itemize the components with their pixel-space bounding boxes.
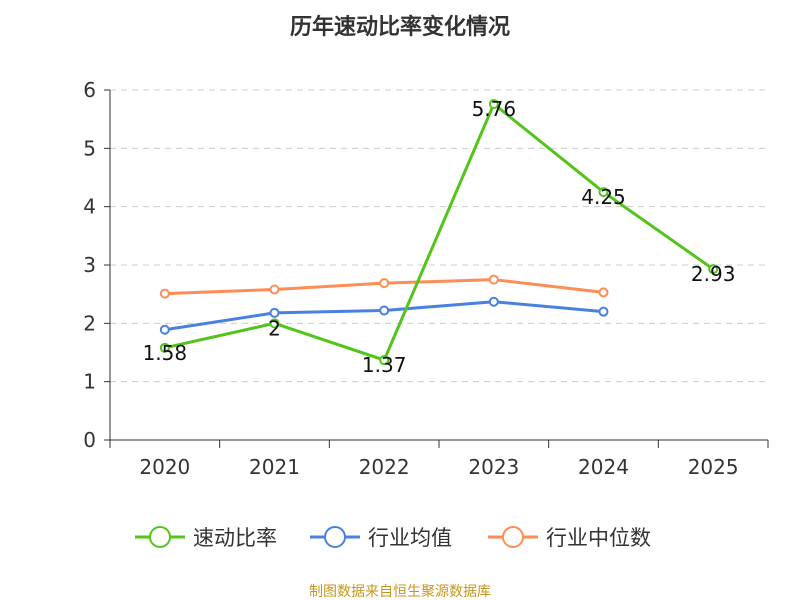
x-tick-label: 2024 [578,455,629,479]
chart-title: 历年速动比率变化情况 [290,14,510,40]
legend-marker [502,526,524,548]
data-point [488,296,499,307]
data-point [598,287,609,298]
data-point [269,284,280,295]
y-tick-label: 5 [83,136,96,160]
data-point [488,99,499,109]
data-point [379,355,390,366]
y-tick-label: 6 [83,78,96,102]
y-tick-label: 2 [83,311,96,335]
source-note: 制图数据来自恒生聚源数据库 [309,584,491,600]
data-label: 4.25 [581,185,626,209]
data-point [488,274,499,285]
data-label: 1.37 [362,353,407,377]
x-tick-label: 2023 [468,455,519,479]
data-point [269,307,280,318]
legend-label[interactable]: 行业中位数 [546,526,651,550]
data-point [159,324,170,335]
x-tick-label: 2021 [249,455,300,479]
legend-marker [324,526,346,548]
data-point [598,306,609,317]
data-label: 2.93 [691,262,736,286]
data-point [708,264,719,275]
data-label: 2 [268,316,281,340]
y-tick-label: 4 [83,195,96,219]
x-tick-label: 2020 [139,455,190,479]
data-point [379,305,390,316]
data-label: 5.76 [472,97,517,121]
y-tick-label: 1 [83,370,96,394]
legend-marker [149,526,171,548]
data-point [598,187,609,198]
legend-label[interactable]: 速动比率 [193,526,277,550]
y-tick-label: 3 [83,253,96,277]
y-tick-label: 0 [83,428,96,452]
x-tick-label: 2025 [688,455,739,479]
legend-label[interactable]: 行业均值 [368,526,452,550]
data-point [379,278,390,289]
data-point [269,318,280,329]
data-point [159,342,170,353]
series-line-0 [164,102,715,362]
data-point [159,288,170,299]
x-tick-label: 2022 [359,455,410,479]
data-label: 1.58 [143,341,188,365]
